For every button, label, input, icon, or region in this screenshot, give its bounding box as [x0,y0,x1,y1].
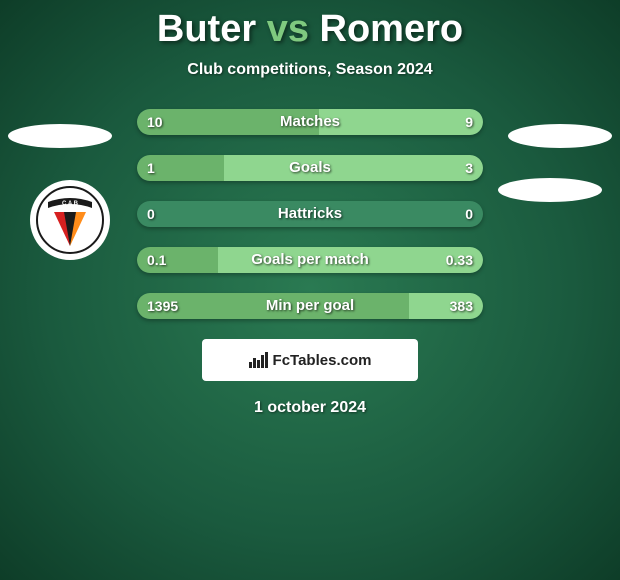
subtitle: Club competitions, Season 2024 [0,61,620,79]
stat-row: 00Hattricks [137,201,483,227]
stat-row: 1395383Min per goal [137,293,483,319]
stat-label: Hattricks [137,201,483,227]
player1-name: Buter [157,8,256,50]
snapshot-date: 1 october 2024 [0,399,620,417]
player2-name: Romero [320,8,464,50]
stat-row: 13Goals [137,155,483,181]
player1-photo-placeholder [8,124,112,148]
club-crest-icon: C A B [36,186,104,254]
stat-row: 109Matches [137,109,483,135]
stat-label: Matches [137,109,483,135]
stat-label: Goals per match [137,247,483,273]
vs-text: vs [267,8,309,50]
stat-label: Min per goal [137,293,483,319]
brand-box[interactable]: FcTables.com [202,339,418,381]
player2-club-placeholder [498,178,602,202]
page-title: Buter vs Romero [0,0,620,51]
svg-text:C A B: C A B [62,201,79,207]
stat-row: 0.10.33Goals per match [137,247,483,273]
stat-label: Goals [137,155,483,181]
bars-icon [249,352,269,368]
stats-bars: 109Matches 13Goals 00Hattricks 0.10.33Goals… [137,109,483,319]
player1-club-badge: C A B [30,180,110,260]
player2-photo-placeholder [508,124,612,148]
brand-text: FcTables.com [273,352,372,369]
